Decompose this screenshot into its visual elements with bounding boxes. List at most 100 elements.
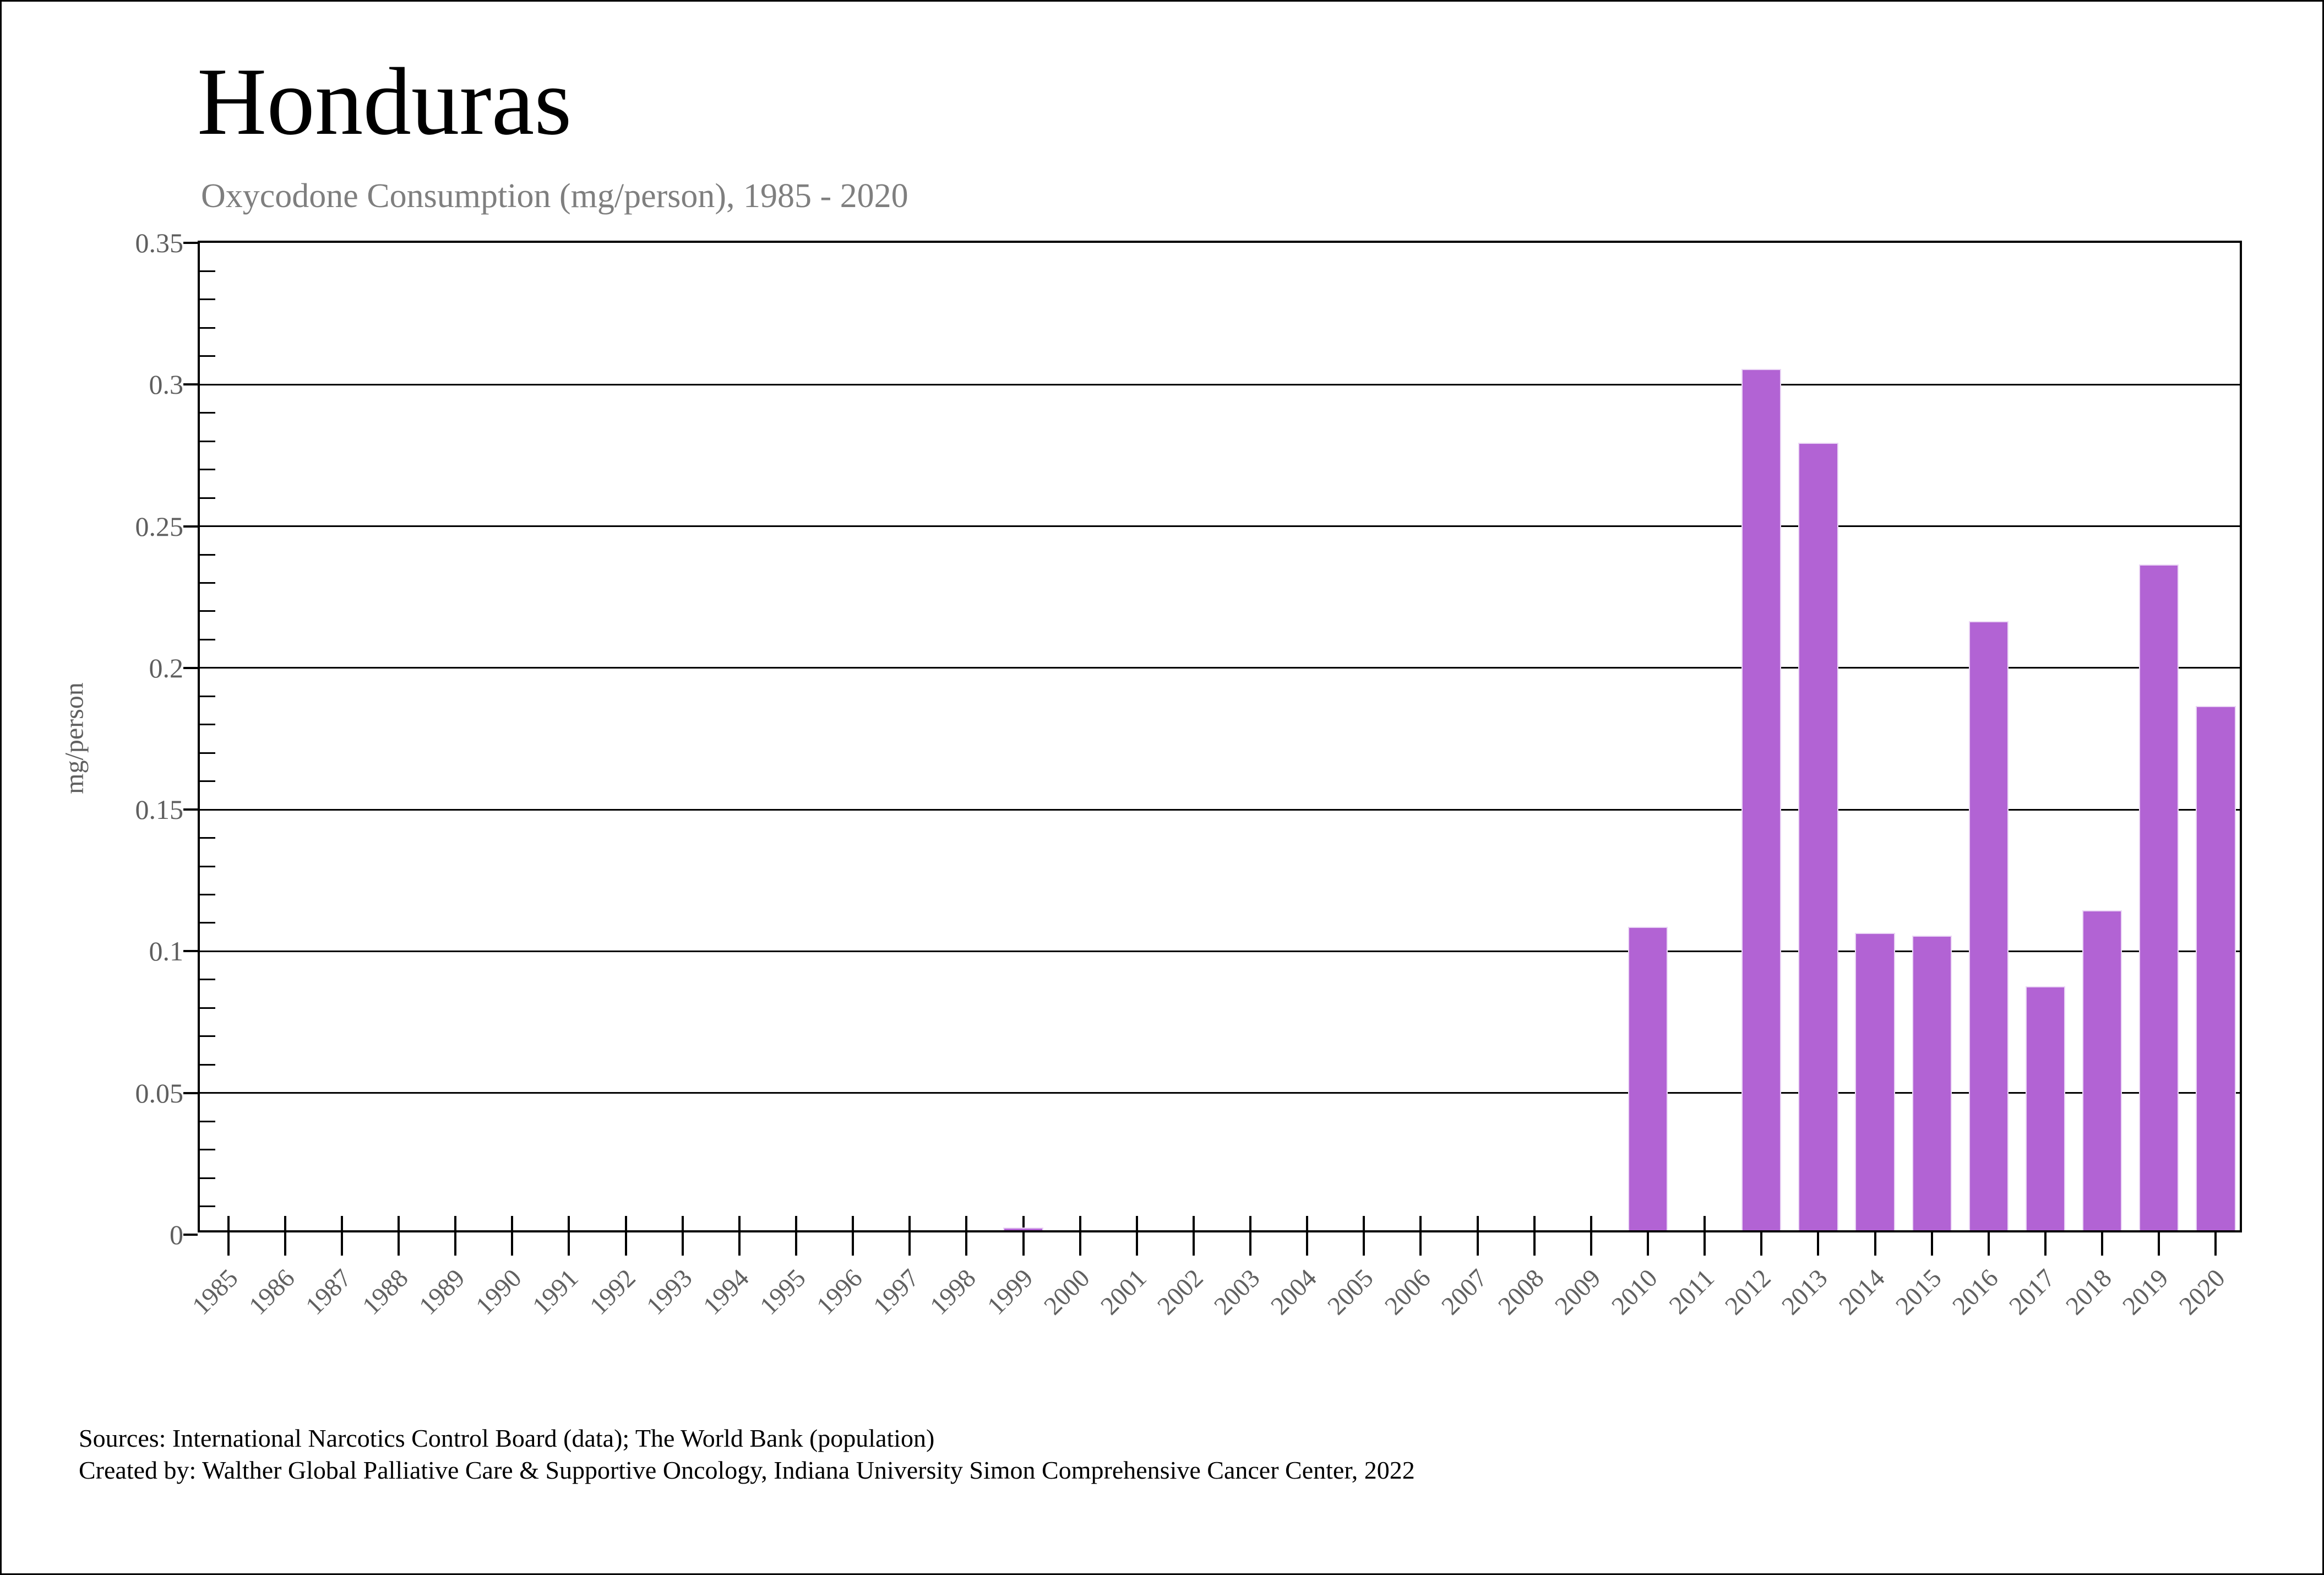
year-label: 1997: [868, 1263, 925, 1321]
y-minor-tick: [200, 469, 215, 471]
y-minor-tick: [200, 695, 215, 697]
created-by-note: Created by: Walther Global Palliative Ca…: [79, 1456, 1415, 1484]
y-minor-tick: [200, 1035, 215, 1038]
y-minor-tick: [200, 865, 215, 867]
chart-subtitle: Oxycodone Consumption (mg/person), 1985 …: [201, 177, 908, 215]
year-label: 1986: [243, 1263, 301, 1321]
x-tick: [1760, 1216, 1763, 1256]
year-label: 1998: [924, 1263, 982, 1321]
y-minor-tick: [200, 298, 215, 301]
x-tick: [1079, 1216, 1081, 1256]
y-minor-tick: [200, 412, 215, 414]
year-label: 2004: [1265, 1263, 1322, 1321]
x-tick: [568, 1216, 570, 1256]
year-label: 2016: [1947, 1263, 2004, 1321]
y-tick-label: 0.1: [149, 936, 184, 967]
bar-2012: [1741, 368, 1782, 1230]
y-minor-tick: [200, 440, 215, 442]
year-label: 2002: [1152, 1263, 1209, 1321]
x-tick: [340, 1216, 343, 1256]
year-label: 1988: [357, 1263, 414, 1321]
x-tick: [1647, 1216, 1650, 1256]
gridline: [200, 808, 2240, 811]
bar-2015: [1912, 935, 1952, 1230]
year-label: 2003: [1209, 1263, 1266, 1321]
year-label: 2011: [1663, 1263, 1720, 1320]
x-tick: [1306, 1216, 1309, 1256]
y-major-tick: [183, 666, 198, 669]
year-label: 1993: [640, 1263, 698, 1321]
y-minor-tick: [200, 922, 215, 924]
year-label: 1999: [981, 1263, 1038, 1321]
plot-area: 0 0.05 0.1 0.15 0.2 0.25 0.3 0.35 1985 1986 1987 19…: [135, 227, 2242, 1321]
year-label: 2013: [1776, 1263, 1833, 1321]
year-label: 1995: [754, 1263, 812, 1321]
gridline: [200, 383, 2240, 385]
y-minor-tick: [200, 837, 215, 839]
x-tick: [1022, 1216, 1025, 1256]
gridline: [200, 1092, 2240, 1094]
chart-title: Honduras: [197, 48, 572, 155]
y-tick-label: 0.05: [135, 1077, 184, 1109]
year-label: 2015: [1890, 1263, 1947, 1321]
x-tick: [2158, 1216, 2160, 1256]
year-label: 1992: [584, 1263, 641, 1321]
y-minor-tick: [200, 1120, 215, 1122]
y-major-tick: [183, 1091, 198, 1094]
y-minor-tick: [200, 979, 215, 981]
x-tick: [454, 1216, 457, 1256]
x-tick: [908, 1216, 911, 1256]
bar-2016: [1968, 621, 2009, 1230]
y-tick-label: 0.35: [135, 227, 184, 258]
y-minor-tick: [200, 1149, 215, 1151]
bar-2020: [2196, 706, 2236, 1230]
y-minor-tick: [200, 582, 215, 584]
bar-2019: [2139, 564, 2179, 1230]
x-tick: [1249, 1216, 1252, 1256]
x-tick: [1987, 1216, 1990, 1256]
x-tick: [2214, 1216, 2217, 1256]
y-minor-tick: [200, 327, 215, 329]
y-tick-label: 0.3: [149, 369, 184, 400]
x-tick: [1135, 1216, 1138, 1256]
year-label: 2007: [1435, 1263, 1493, 1321]
bar-2010: [1628, 927, 1668, 1230]
x-tick: [2044, 1216, 2047, 1256]
bar-1999: [1003, 1227, 1043, 1230]
year-label: 2012: [1719, 1263, 1777, 1321]
x-tick: [511, 1216, 514, 1256]
year-label: 2000: [1038, 1263, 1096, 1321]
year-label: 1996: [811, 1263, 868, 1321]
x-tick: [397, 1216, 400, 1256]
x-tick: [1419, 1216, 1422, 1256]
gridline: [200, 525, 2240, 528]
year-label: 1994: [698, 1263, 755, 1321]
y-tick-label: 0.15: [135, 794, 184, 825]
y-minor-tick: [200, 1205, 215, 1208]
x-tick: [1874, 1216, 1876, 1256]
year-label: 1985: [186, 1263, 244, 1321]
year-label: 1989: [413, 1263, 471, 1321]
y-major-tick: [183, 242, 198, 244]
x-tick: [738, 1216, 741, 1256]
x-tick: [227, 1216, 230, 1256]
year-label: 2006: [1379, 1263, 1436, 1321]
bar-2014: [1855, 932, 1895, 1230]
y-minor-tick: [200, 610, 215, 612]
x-tick: [794, 1216, 797, 1256]
y-tick-label: 0: [170, 1219, 183, 1250]
year-label: 2005: [1322, 1263, 1379, 1321]
y-minor-tick: [200, 355, 215, 357]
year-label: 1987: [300, 1263, 357, 1321]
year-label: 1991: [527, 1263, 584, 1321]
bar-2013: [1798, 442, 1838, 1230]
gridline: [200, 950, 2240, 952]
x-tick: [284, 1216, 286, 1256]
x-tick: [1930, 1216, 1933, 1256]
y-major-tick: [183, 950, 198, 953]
year-label: 2001: [1095, 1263, 1152, 1321]
x-tick: [965, 1216, 968, 1256]
x-tick: [1703, 1216, 1706, 1256]
x-tick: [1817, 1216, 1820, 1256]
